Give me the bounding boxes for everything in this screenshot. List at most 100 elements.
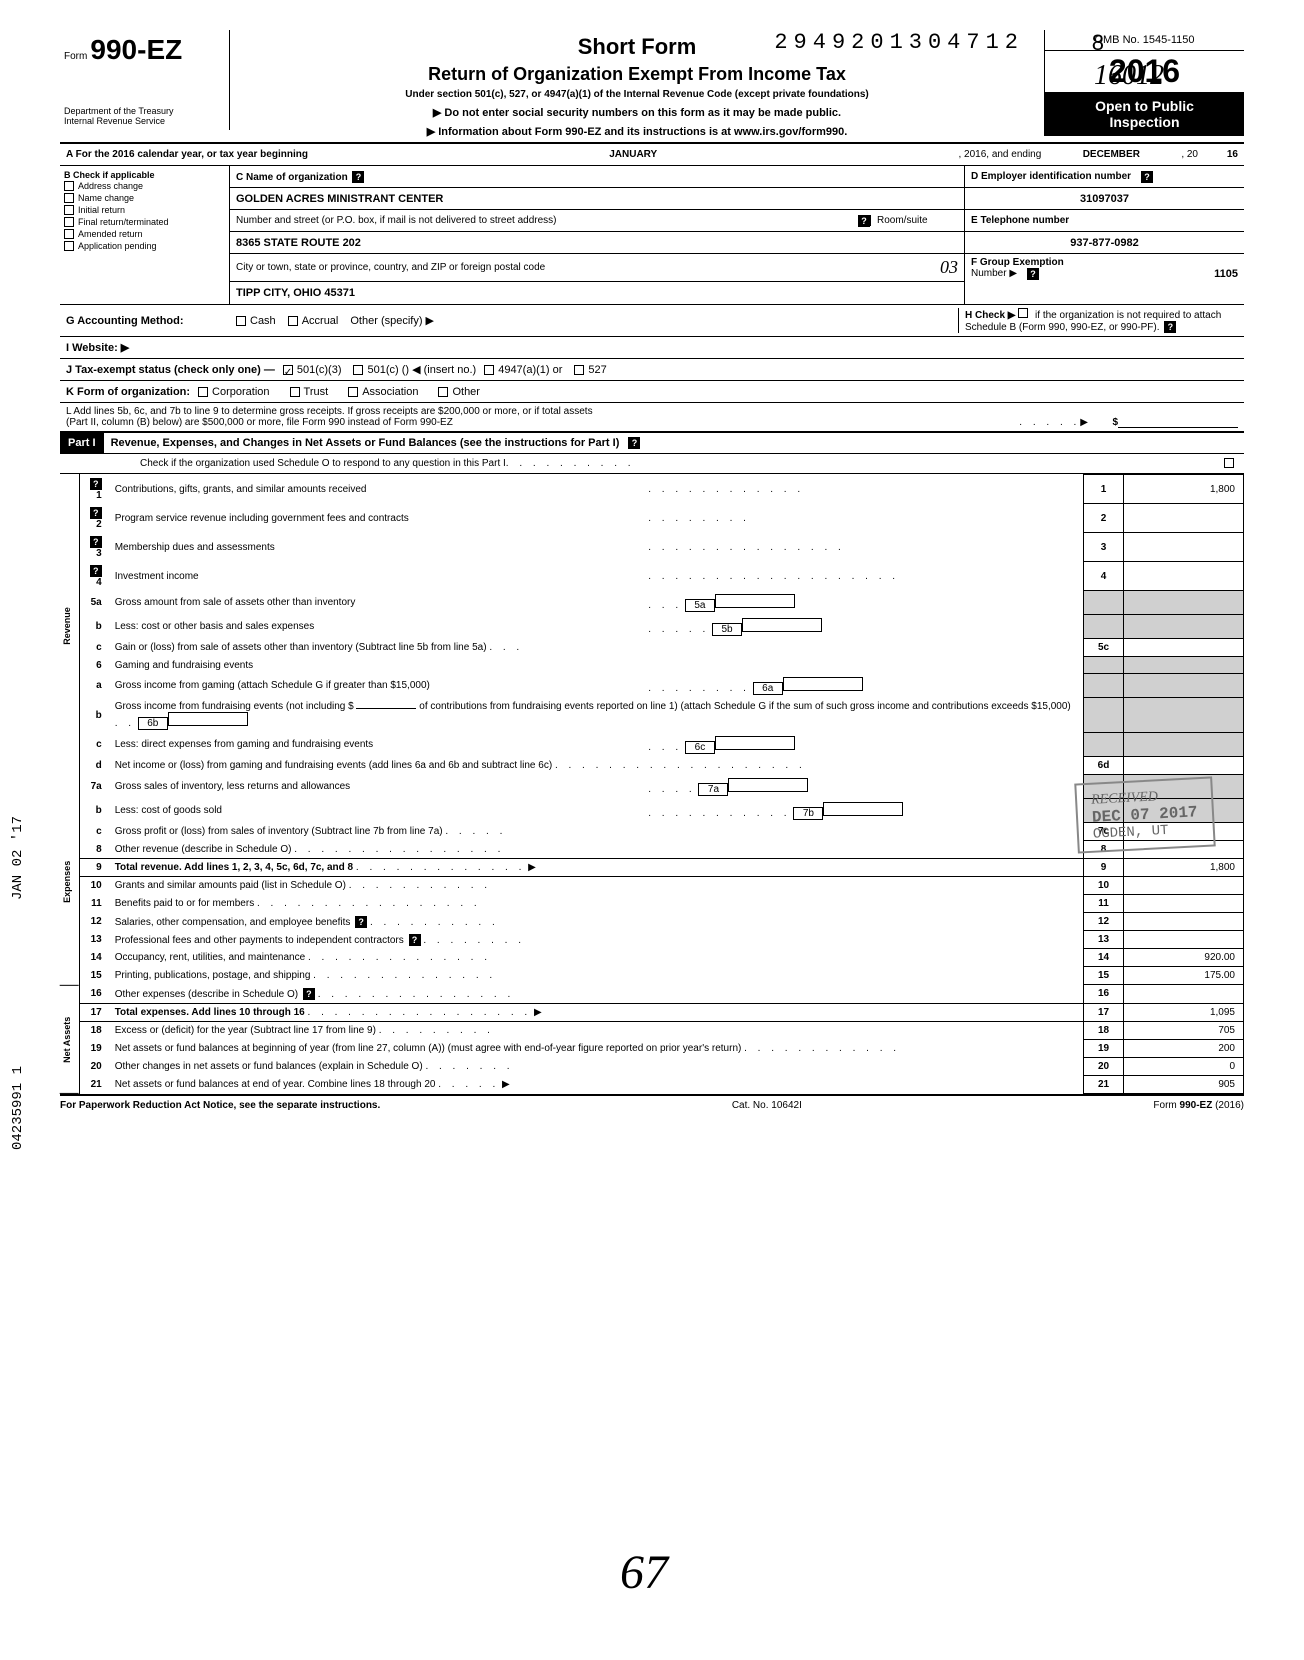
- help-icon[interactable]: ?: [628, 437, 640, 449]
- l-label2: (Part II, column (B) below) are $500,000…: [66, 417, 453, 428]
- l-value[interactable]: [1118, 417, 1238, 428]
- line18-value[interactable]: 705: [1124, 1021, 1244, 1039]
- line5c-value[interactable]: [1124, 639, 1244, 657]
- footer-right: Form 990-EZ (2016): [1153, 1100, 1244, 1111]
- line17-value[interactable]: 1,095: [1124, 1003, 1244, 1021]
- margin-date-stamp: JAN 02 '17: [10, 816, 26, 900]
- footer-mid: Cat. No. 10642I: [732, 1100, 802, 1111]
- part1-check-label: Check if the organization used Schedule …: [140, 458, 506, 469]
- dln-number: 2949201304712: [774, 30, 1024, 55]
- f-label2: Number ▶: [971, 268, 1017, 280]
- line10-value[interactable]: [1124, 877, 1244, 895]
- check-schedule-b[interactable]: [1018, 308, 1028, 318]
- check-cash[interactable]: [236, 316, 246, 326]
- row-a-year[interactable]: 16: [1198, 149, 1238, 160]
- line16-value[interactable]: [1124, 985, 1244, 1004]
- k-trust-label: Trust: [304, 386, 329, 398]
- city-value[interactable]: TIPP CITY, OHIO 45371: [236, 287, 355, 299]
- l-label1: L Add lines 5b, 6c, and 7b to line 9 to …: [66, 406, 1238, 417]
- check-amended-return[interactable]: Amended return: [64, 228, 225, 240]
- part1-label: Part I: [60, 433, 104, 453]
- part1-title: Revenue, Expenses, and Changes in Net As…: [107, 433, 624, 453]
- line2-value[interactable]: [1124, 504, 1244, 533]
- g-label: G Accounting Method:: [66, 315, 236, 327]
- omb-number: OMB No. 1545-1150: [1045, 30, 1244, 51]
- open-public-1: Open to Public: [1051, 98, 1238, 114]
- check-4947[interactable]: [484, 365, 494, 375]
- l-arrow: ▶: [1080, 417, 1088, 428]
- check-501c[interactable]: [353, 365, 363, 375]
- k-assoc-label: Association: [362, 386, 418, 398]
- received-stamp: RECEIVED DEC 07 2017 OGDEN, UT: [1075, 776, 1216, 853]
- open-public-2: Inspection: [1051, 114, 1238, 130]
- line15-value[interactable]: 175.00: [1124, 967, 1244, 985]
- check-final-return[interactable]: Final return/terminated: [64, 216, 225, 228]
- k-corp-label: Corporation: [212, 386, 269, 398]
- check-address-change[interactable]: Address change: [64, 180, 225, 192]
- side-netassets-label: Net Assets: [60, 986, 79, 1094]
- addr-label: Number and street (or P.O. box, if mail …: [236, 215, 848, 226]
- check-association[interactable]: [348, 387, 358, 397]
- i-label: I Website: ▶: [66, 341, 129, 354]
- line13-value[interactable]: [1124, 931, 1244, 949]
- check-trust[interactable]: [290, 387, 300, 397]
- line3-value[interactable]: [1124, 533, 1244, 562]
- check-name-change[interactable]: Name change: [64, 192, 225, 204]
- check-527[interactable]: [574, 365, 584, 375]
- dln-extra-digit: 8: [1092, 30, 1104, 56]
- dept-line2: Internal Revenue Service: [64, 116, 225, 126]
- check-accrual[interactable]: [288, 316, 298, 326]
- g-cash-label: Cash: [250, 315, 276, 327]
- check-other-org[interactable]: [438, 387, 448, 397]
- check-schedule-o[interactable]: [1224, 458, 1234, 468]
- help-icon[interactable]: ?: [1164, 321, 1176, 333]
- k-label: K Form of organization:: [66, 386, 190, 398]
- line9-value[interactable]: 1,800: [1124, 859, 1244, 877]
- g-other-label: Other (specify) ▶: [350, 314, 434, 327]
- room-label: Room/suite: [870, 215, 950, 226]
- row-a-month1[interactable]: JANUARY: [308, 149, 959, 160]
- phone-value[interactable]: 937-877-0982: [1070, 237, 1139, 249]
- l-dollar: $: [1088, 417, 1118, 428]
- j-501c3-label: 501(c)(3): [297, 364, 342, 376]
- help-icon[interactable]: ?: [1141, 171, 1153, 183]
- line6d-value[interactable]: [1124, 757, 1244, 775]
- handwritten-03: 03: [940, 257, 958, 278]
- help-icon[interactable]: ?: [352, 171, 364, 183]
- line4-value[interactable]: [1124, 562, 1244, 591]
- line11-value[interactable]: [1124, 895, 1244, 913]
- g-accrual-label: Accrual: [302, 315, 339, 327]
- form-number: 990-EZ: [90, 34, 182, 65]
- help-icon[interactable]: ?: [1027, 268, 1039, 280]
- side-expenses-label: Expenses: [60, 779, 79, 986]
- dept-line1: Department of the Treasury: [64, 106, 225, 116]
- help-icon[interactable]: ?: [858, 215, 870, 227]
- j-527-label: 527: [588, 364, 606, 376]
- line19-value[interactable]: 200: [1124, 1039, 1244, 1057]
- org-name[interactable]: GOLDEN ACRES MINISTRANT CENTER: [236, 193, 443, 205]
- line14-value[interactable]: 920.00: [1124, 949, 1244, 967]
- line1-value[interactable]: 1,800: [1124, 475, 1244, 504]
- row-a-month2[interactable]: DECEMBER: [1041, 149, 1181, 160]
- e-label: E Telephone number: [971, 215, 1069, 226]
- title-small: Under section 501(c), 527, or 4947(a)(1)…: [240, 89, 1034, 100]
- side-revenue-label: Revenue: [60, 474, 79, 779]
- title-sub: Return of Organization Exempt From Incom…: [240, 64, 1034, 85]
- check-application-pending[interactable]: Application pending: [64, 240, 225, 252]
- check-initial-return[interactable]: Initial return: [64, 204, 225, 216]
- group-exemption-value[interactable]: 1105: [1214, 268, 1238, 280]
- row-a-mid: , 2016, and ending: [958, 149, 1041, 160]
- j-4947-label: 4947(a)(1) or: [498, 364, 562, 376]
- k-other-label: Other: [452, 386, 480, 398]
- h-label: H Check ▶: [965, 310, 1015, 321]
- line21-value[interactable]: 905: [1124, 1075, 1244, 1093]
- line20-value[interactable]: 0: [1124, 1057, 1244, 1075]
- check-corporation[interactable]: [198, 387, 208, 397]
- ein-value[interactable]: 31097037: [1080, 193, 1129, 205]
- lines-table: ? 1Contributions, gifts, grants, and sim…: [80, 474, 1244, 1094]
- check-501c3[interactable]: [283, 365, 293, 375]
- handwritten-bottom: 67: [620, 1545, 668, 1600]
- street-address[interactable]: 8365 STATE ROUTE 202: [236, 237, 361, 249]
- line12-value[interactable]: [1124, 913, 1244, 931]
- margin-num-stamp: 04235991 1: [10, 1066, 26, 1150]
